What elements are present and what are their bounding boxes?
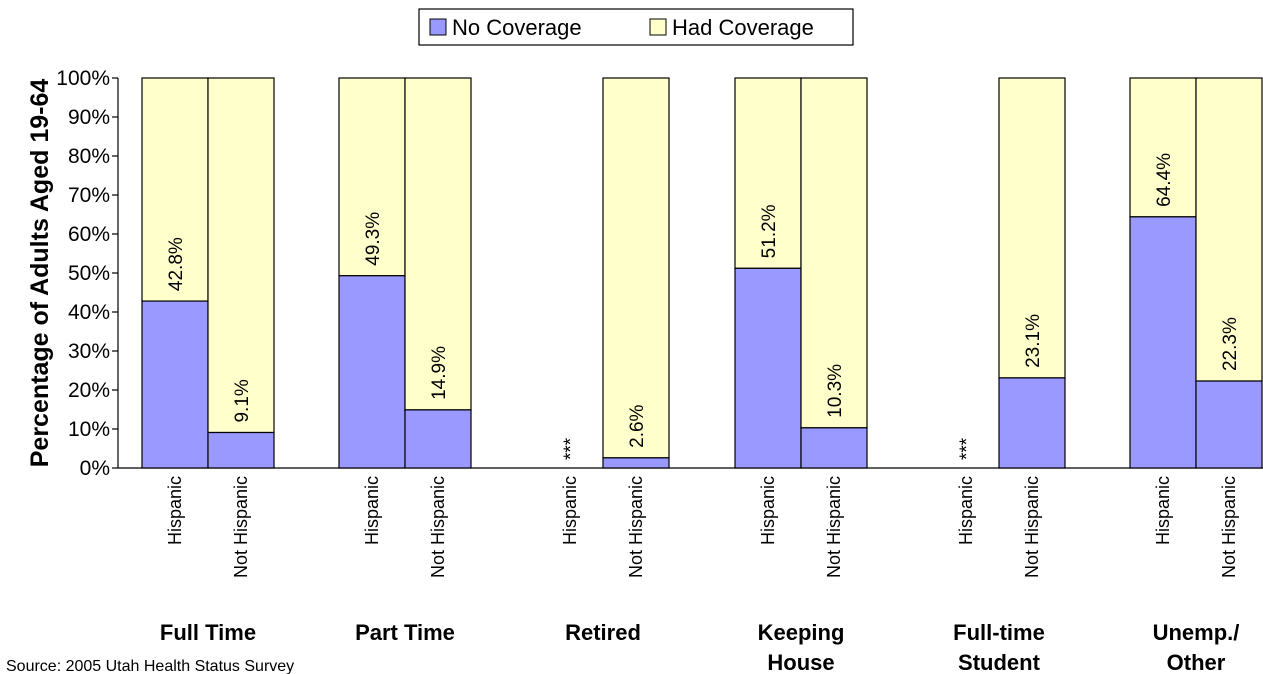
data-label: 22.3% [1220,317,1241,371]
bar-segment-had-coverage [602,77,670,459]
y-tick-label: 100% [56,67,110,90]
data-label: 14.9% [429,346,450,400]
y-tick-label: 90% [68,106,110,129]
legend-swatch-had-coverage [649,18,667,36]
y-axis-title: Percentage of Adults Aged 19-64 [26,79,54,468]
group-label: Part Time [355,620,455,645]
data-label: 64.4% [1154,153,1175,207]
y-tick-label: 0% [80,457,110,480]
data-labels: 42.8% 9.1% 49.3% 14.9% *** 2.6% 51.2% 10.3% *** 2… [166,153,1241,460]
category-label: Not Hispanic [626,476,646,578]
chart-legend: No Coverage Had Coverage [418,8,854,46]
y-tick-label: 40% [68,301,110,324]
bar-segment-had-coverage [404,77,472,411]
axes: 0% 10% 20% 30% 40% 50% 60% 70% 80% 90% 100% [56,67,1263,480]
data-label: 23.1% [1023,314,1044,368]
y-tick-label: 10% [68,418,110,441]
bar-segment-no-coverage [602,457,670,469]
bar-segment-no-coverage [998,377,1066,469]
bar-segment-no-coverage [1195,380,1263,469]
category-label: Hispanic [165,476,185,545]
group-label: Full-time [953,620,1045,645]
bar-segment-had-coverage [800,77,868,429]
group-label: Student [958,650,1041,674]
bar-segment-had-coverage [207,77,275,434]
bar-segment-had-coverage [141,77,209,302]
group-label: Unemp./ [1153,620,1240,645]
group-label: Keeping [758,620,845,645]
group-labels: Full Time Part Time Retired Keeping House Ful… [160,620,1239,674]
category-label: Not Hispanic [231,476,251,578]
legend-box [418,8,854,46]
category-label: Not Hispanic [428,476,448,578]
category-label: Not Hispanic [1022,476,1042,578]
group-label: Other [1167,650,1226,674]
data-label: 49.3% [363,212,384,266]
source-note: Source: 2005 Utah Health Status Survey [6,658,294,674]
bar-segment-had-coverage [338,77,406,277]
category-label: Hispanic [362,476,382,545]
category-labels: Hispanic Not Hispanic Hispanic Not Hispanic… [165,476,1239,578]
legend-label-had-coverage: Had Coverage [672,15,814,40]
category-label: Hispanic [560,476,580,545]
y-tick-label: 30% [68,340,110,363]
category-label: Not Hispanic [1219,476,1239,578]
bar-segment-had-coverage [734,77,802,269]
y-tick-label: 70% [68,184,110,207]
bar-segment-no-coverage [734,267,802,469]
bar-segment-no-coverage [1129,216,1197,469]
bars [141,77,1263,469]
y-axis-title-group: Percentage of Adults Aged 19-64 [26,79,54,468]
source-note-group: Source: 2005 Utah Health Status Survey [6,658,294,674]
data-label: 9.1% [232,379,253,422]
data-label-suppressed: *** [957,437,978,460]
data-label: 10.3% [825,364,846,418]
group-label: Full Time [160,620,256,645]
category-label: Hispanic [1153,476,1173,545]
data-label-suppressed: *** [561,437,582,460]
data-label: 2.6% [627,404,648,447]
y-tick-label: 60% [68,223,110,246]
y-tick-label: 80% [68,145,110,168]
y-tick-label: 50% [68,262,110,285]
data-label: 51.2% [759,204,780,258]
category-label: Hispanic [758,476,778,545]
category-label: Not Hispanic [824,476,844,578]
y-tick-label: 20% [68,379,110,402]
bar-segment-no-coverage [404,409,472,469]
category-label: Hispanic [956,476,976,545]
legend-swatch-no-coverage [429,18,447,36]
bar-segment-no-coverage [800,427,868,469]
bar-segment-no-coverage [141,300,209,469]
data-label: 42.8% [166,237,187,291]
group-label: Retired [565,620,641,645]
bar-segment-no-coverage [338,275,406,469]
bar-segment-had-coverage [998,77,1066,379]
bar-segment-no-coverage [207,431,275,469]
group-label: House [767,650,834,674]
legend-label-no-coverage: No Coverage [452,15,582,40]
